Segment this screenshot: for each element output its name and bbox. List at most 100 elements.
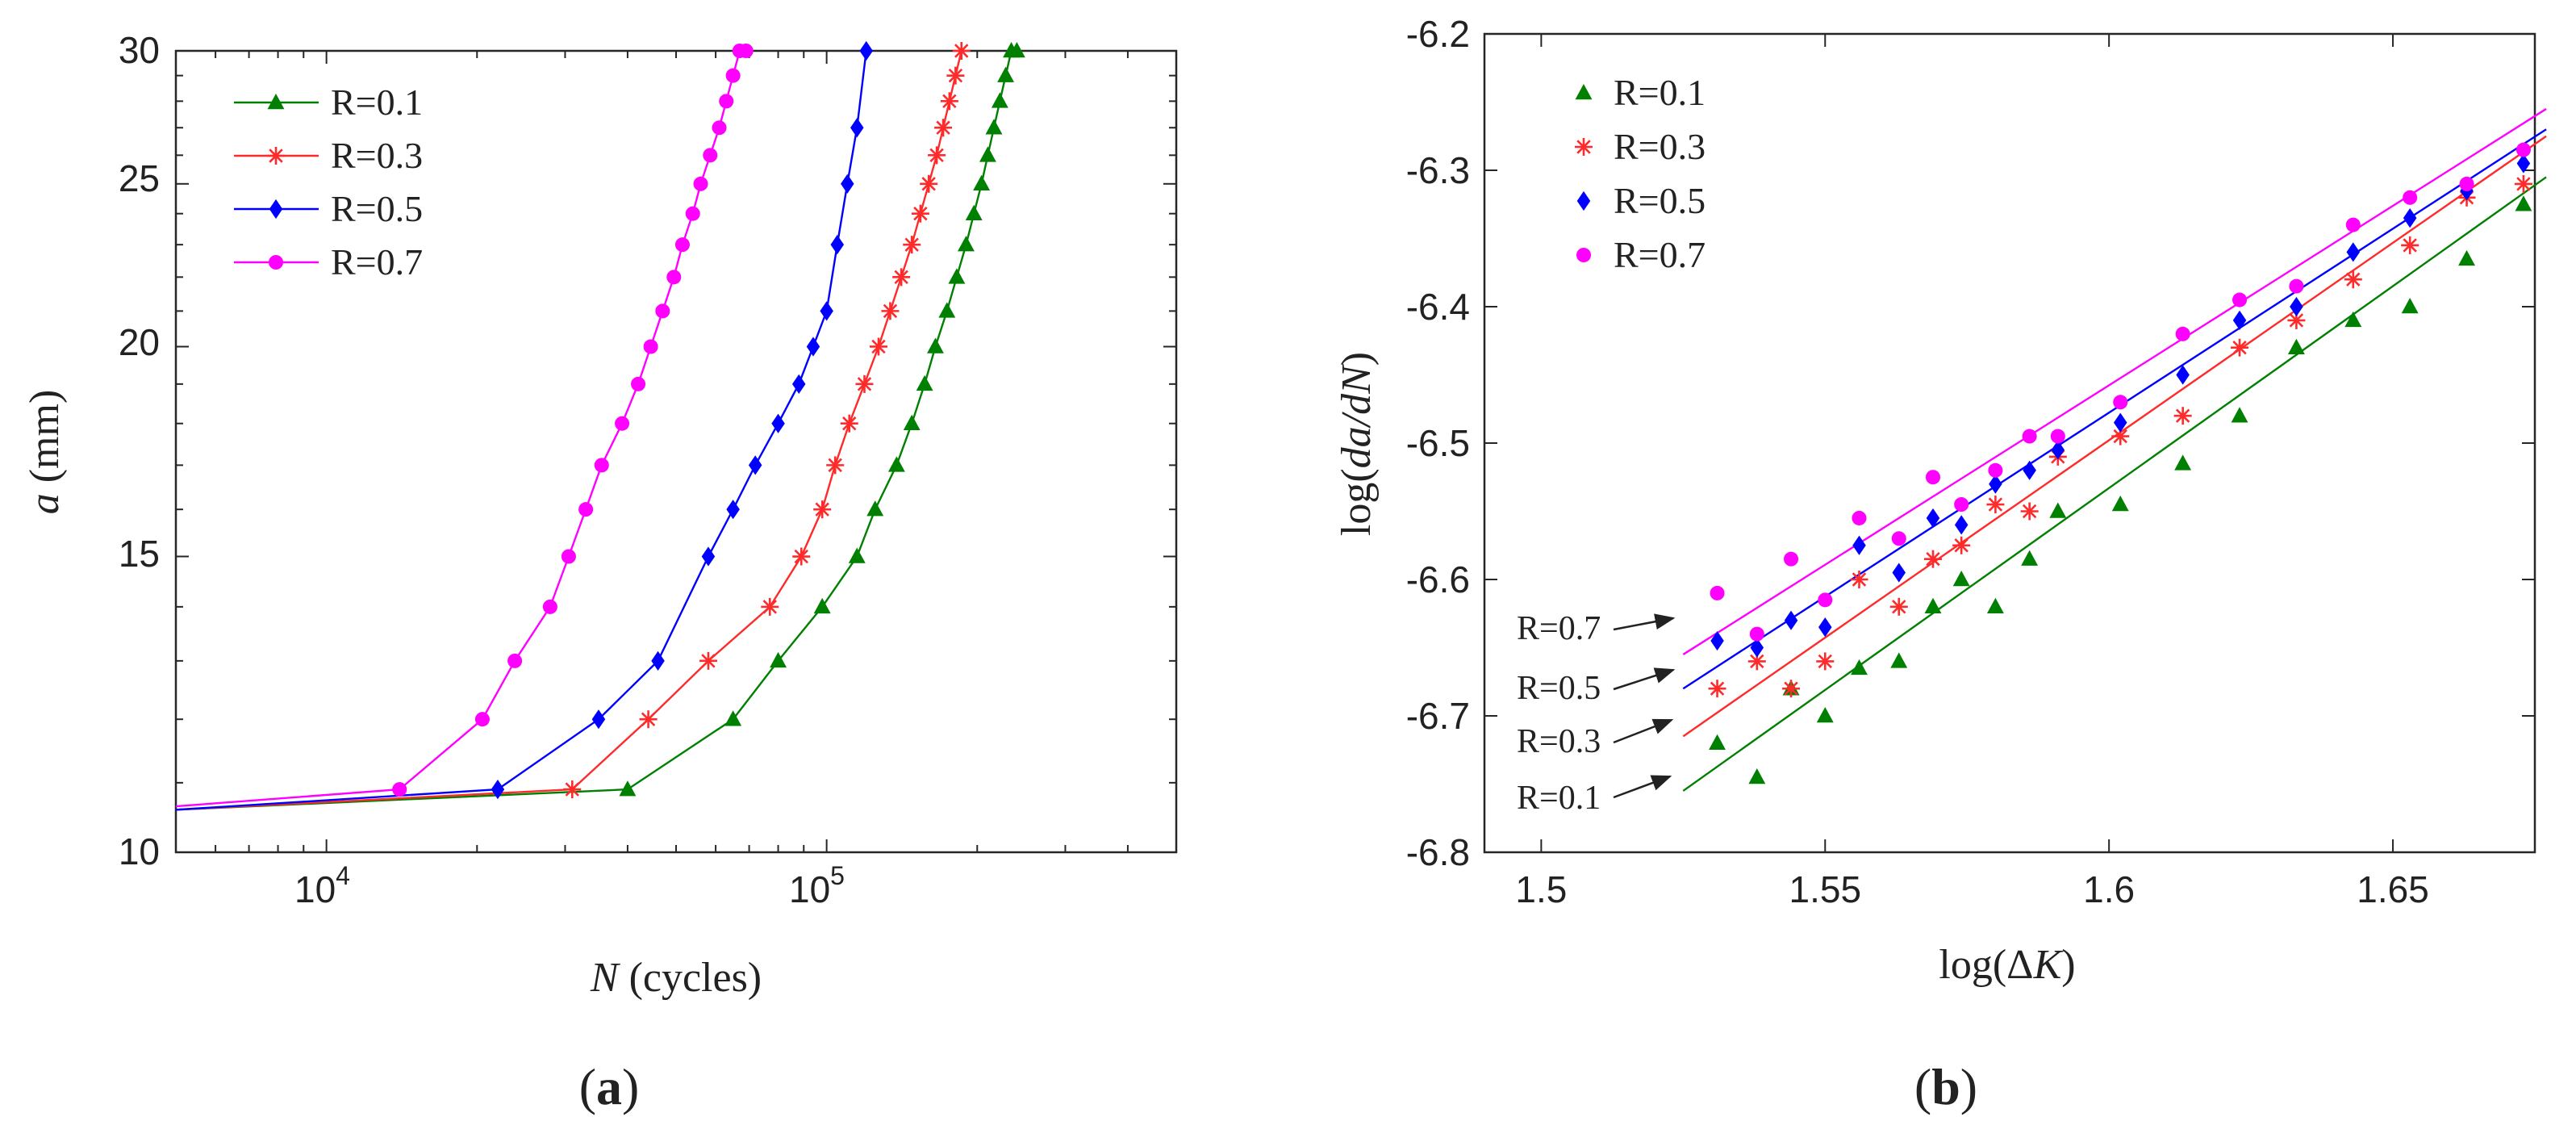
b-legend-marker [1576, 190, 1591, 211]
a-data-point [392, 782, 407, 797]
b-legend-label: R=0.3 [1614, 126, 1706, 167]
b-data-point [2344, 270, 2362, 289]
a-data-point [887, 456, 905, 472]
b-annotation-arrow [1613, 775, 1672, 799]
b-ytick-label: -6.4 [1406, 286, 1470, 328]
panel-a-series [175, 40, 1025, 811]
b-data-point [2175, 326, 2190, 341]
b-legend-label: R=0.5 [1614, 180, 1706, 221]
a-legend-marker [267, 94, 285, 110]
b-ytick-label: -6.8 [1406, 831, 1470, 873]
b-data-point [2344, 311, 2362, 328]
a-data-point [792, 547, 811, 566]
a-data-point [615, 416, 630, 431]
b-data-point [1818, 592, 1833, 608]
panel-a-caption: (a) [579, 1058, 640, 1115]
b-data-point [2176, 365, 2190, 385]
b-data-point [1750, 638, 1764, 658]
b-data-point [1925, 470, 1941, 485]
b-data-point [2346, 242, 2361, 262]
panel-b-legend: R=0.1 R=0.3 R=0.5 R=0.7 [1575, 72, 1706, 275]
a-data-point [958, 236, 975, 252]
a-data-point [820, 301, 833, 321]
a-data-point [724, 710, 742, 726]
a-data-point [791, 374, 806, 394]
a-legend-marker [267, 147, 285, 165]
a-data-point [830, 235, 845, 255]
b-data-point [2401, 298, 2419, 314]
a-data-point [927, 337, 944, 353]
a-ytick-label: 25 [119, 157, 160, 199]
a-data-point [594, 458, 609, 473]
a-data-point [542, 599, 557, 614]
panel-a-ticks [175, 50, 1177, 853]
a-data-point [892, 268, 911, 287]
a-data-point [813, 500, 832, 519]
b-data-point [1954, 497, 1969, 512]
a-data-point [563, 780, 582, 799]
a-data-point [770, 651, 787, 668]
b-xtick-label: 1.55 [1789, 868, 1862, 910]
a-xtick-label: 105 [789, 861, 845, 910]
panel-b-plot-frame [1483, 32, 2536, 854]
panel-a-legend: R=0.1 R=0.3 R=0.5 R=0.7 [216, 71, 458, 305]
a-x-axis-label: N (cycles) [590, 955, 762, 1001]
b-data-point [2021, 550, 2039, 566]
a-legend-label: R=0.1 [331, 82, 423, 123]
a-data-point [948, 268, 966, 284]
a-data-point [631, 376, 646, 391]
b-data-point [2289, 278, 2304, 294]
b-data-point [1952, 536, 1971, 554]
a-data-point [701, 546, 716, 567]
b-data-point [1851, 659, 1868, 676]
a-data-point [507, 653, 523, 668]
b-data-point [2287, 311, 2306, 329]
b-data-point [2173, 407, 2192, 425]
b-data-point [2174, 454, 2192, 471]
b-ytick-label: -6.7 [1406, 695, 1470, 737]
a-data-point [726, 500, 740, 520]
b-data-point [1986, 496, 2005, 514]
b-data-point [1989, 474, 2002, 494]
b-data-point [1710, 630, 1724, 651]
a-ytick-label: 10 [119, 830, 160, 872]
panel-b-ticks [1484, 33, 2535, 853]
b-data-point [2113, 412, 2127, 433]
a-data-point [651, 650, 665, 671]
a-data-point [826, 456, 845, 475]
b-data-point [1818, 617, 1832, 638]
b-legend-marker [1576, 247, 1592, 263]
b-data-point [1748, 768, 1766, 784]
b-annotation-label: R=0.1 [1517, 780, 1601, 817]
b-data-point [2022, 429, 2037, 444]
b-data-point [2231, 338, 2249, 357]
b-legend-label: R=0.1 [1614, 72, 1706, 113]
a-data-point [938, 302, 956, 318]
b-annotation-label: R=0.3 [1517, 723, 1601, 760]
b-data-point [2459, 176, 2474, 191]
a-data-point [474, 712, 490, 727]
a-data-point [561, 549, 576, 564]
a-data-point [712, 120, 727, 136]
a-data-point [881, 302, 900, 320]
b-data-point [1926, 508, 1940, 529]
a-series-line [175, 49, 746, 808]
b-annotation-arrow [1613, 667, 1676, 691]
a-data-point [855, 374, 874, 393]
b-data-point [2458, 249, 2475, 266]
b-x-axis-label: log(ΔK) [1939, 942, 2075, 988]
b-data-point [2514, 174, 2532, 193]
a-data-point [771, 413, 785, 433]
b-data-point [1954, 515, 1969, 535]
a-data-point [920, 174, 938, 193]
a-data-point [869, 337, 887, 356]
b-data-point [2111, 496, 2129, 512]
a-data-point [655, 303, 670, 319]
b-data-point [1816, 652, 1835, 671]
b-data-point [1709, 734, 1726, 751]
a-data-point [850, 118, 864, 138]
panel-b-series [1682, 107, 2547, 792]
b-data-point [2113, 395, 2128, 410]
a-xtick-label: 104 [294, 861, 350, 910]
b-fit-line [1682, 107, 2547, 655]
